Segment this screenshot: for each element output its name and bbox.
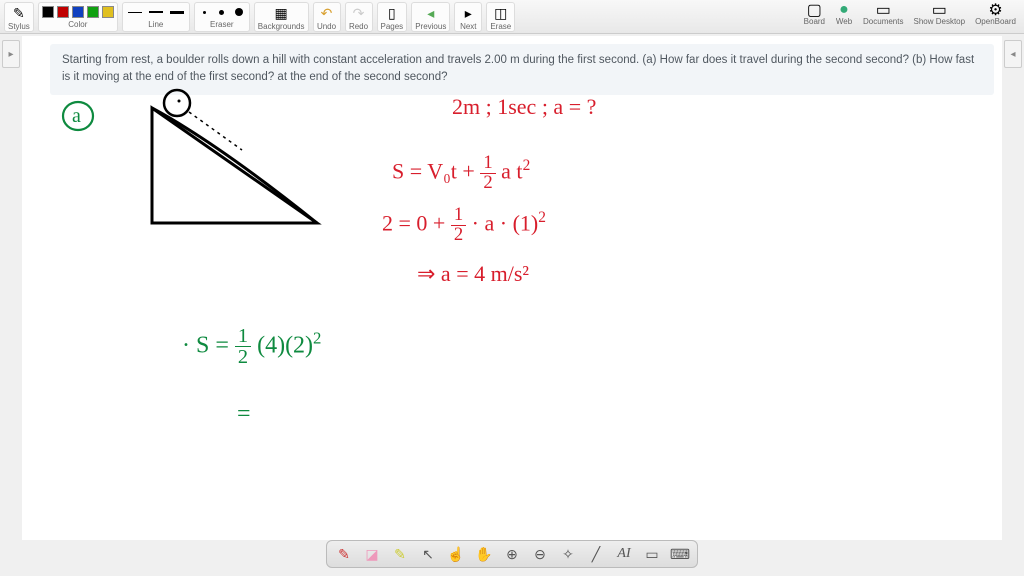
chevron-left-icon: ◂ (1010, 49, 1015, 60)
web-icon: ● (835, 3, 853, 17)
backgrounds-icon: ▦ (271, 4, 291, 22)
undo-tool[interactable]: ↶ Undo (313, 2, 341, 32)
next-tool[interactable]: ▸ Next (454, 2, 482, 32)
redo-label: Redo (349, 22, 368, 32)
pen-tool-icon[interactable]: ✎ (335, 545, 353, 563)
pages-tool[interactable]: ▯ Pages (377, 2, 408, 32)
eq-line-5: = (237, 401, 251, 428)
keyboard-icon[interactable]: ⌨ (671, 545, 689, 563)
backgrounds-tool[interactable]: ▦ Backgrounds (254, 2, 309, 32)
previous-tool[interactable]: ◂ Previous (411, 2, 450, 32)
given-line: 2m ; 1sec ; a = ? (452, 94, 596, 120)
laser-icon[interactable]: ✧ (559, 545, 577, 563)
web-tab[interactable]: ●Web (831, 2, 857, 27)
bottom-toolbar: ✎ ◪ ✎ ↖ ☝ ✋ ⊕ ⊖ ✧ ╱ AI ▭ ⌨ (326, 540, 698, 568)
show-desktop-label: Show Desktop (913, 17, 965, 26)
eraser-med[interactable] (215, 6, 229, 18)
text-tool[interactable]: AI (615, 545, 633, 563)
part-a-marker: a (60, 98, 96, 134)
top-toolbar: ✎ Stylus Color Line Eraser ▦ Backgrounds (0, 0, 1024, 34)
hill-diagram (127, 88, 327, 238)
undo-label: Undo (317, 22, 336, 32)
color-black[interactable] (42, 6, 54, 18)
undo-icon: ↶ (317, 4, 337, 22)
svg-text:a: a (72, 105, 81, 127)
previous-icon: ◂ (421, 4, 441, 22)
openboard-label: OpenBoard (975, 17, 1016, 26)
eraser-small[interactable] (198, 6, 212, 18)
board-tab[interactable]: ▢Board (800, 2, 829, 27)
right-panel-toggle[interactable]: ◂ (1004, 40, 1022, 68)
line-med[interactable] (147, 6, 165, 18)
color-tool[interactable]: Color (38, 2, 118, 32)
eraser-size-tool[interactable]: Eraser (194, 2, 250, 32)
whiteboard-canvas[interactable]: Starting from rest, a boulder rolls down… (22, 36, 1002, 540)
eraser-label: Eraser (210, 20, 234, 30)
eq-line-4: · S = 12 (4)(2)2 (182, 326, 321, 368)
redo-icon: ↷ (349, 4, 369, 22)
eraser-large[interactable] (232, 6, 246, 18)
color-blue[interactable] (72, 6, 84, 18)
zoom-in-icon[interactable]: ⊕ (503, 545, 521, 563)
line-label: Line (148, 20, 163, 30)
previous-label: Previous (415, 22, 446, 32)
documents-label: Documents (863, 17, 903, 26)
color-label: Color (68, 20, 87, 30)
board-icon: ▢ (805, 3, 823, 17)
eq-line-2: 2 = 0 + 12 · a · (1)2 (382, 206, 546, 244)
hand-grab-icon[interactable]: ✋ (475, 545, 493, 563)
erase-tool[interactable]: ◫ Erase (486, 2, 515, 32)
color-yellow[interactable] (102, 6, 114, 18)
stylus-label: Stylus (8, 22, 30, 32)
erase-icon: ◫ (491, 4, 511, 22)
openboard-tab[interactable]: ⚙OpenBoard (971, 2, 1020, 27)
documents-tab[interactable]: ▭Documents (859, 2, 907, 27)
desktop-icon: ▭ (930, 3, 948, 17)
show-desktop-tab[interactable]: ▭Show Desktop (909, 2, 969, 27)
right-tools: ▢Board ●Web ▭Documents ▭Show Desktop ⚙Op… (800, 2, 1020, 27)
pages-icon: ▯ (382, 4, 402, 22)
board-label: Board (804, 17, 825, 26)
color-green[interactable] (87, 6, 99, 18)
highlighter-icon[interactable]: ✎ (391, 545, 409, 563)
line-draw-icon[interactable]: ╱ (587, 545, 605, 563)
color-red[interactable] (57, 6, 69, 18)
color-swatches (42, 4, 114, 20)
pointer-icon[interactable]: ↖ (419, 545, 437, 563)
hand-point-icon[interactable]: ☝ (447, 545, 465, 563)
next-icon: ▸ (458, 4, 478, 22)
eq-line-1: S = V₀t + 12 a t2 (392, 154, 530, 192)
next-label: Next (460, 22, 476, 32)
chevron-right-icon: ▸ (8, 49, 13, 60)
line-thin[interactable] (126, 6, 144, 18)
redo-tool[interactable]: ↷ Redo (345, 2, 373, 32)
line-tool[interactable]: Line (122, 2, 190, 32)
left-panel-toggle[interactable]: ▸ (2, 40, 20, 68)
backgrounds-label: Backgrounds (258, 22, 305, 32)
line-thick[interactable] (168, 6, 186, 18)
stylus-icon: ✎ (9, 4, 29, 22)
eq-line-3: ⇒ a = 4 m/s² (417, 261, 529, 287)
problem-text-box: Starting from rest, a boulder rolls down… (50, 44, 994, 95)
eraser-tool-icon[interactable]: ◪ (363, 545, 381, 563)
documents-icon: ▭ (874, 3, 892, 17)
capture-icon[interactable]: ▭ (643, 545, 661, 563)
pages-label: Pages (381, 22, 404, 32)
zoom-out-icon[interactable]: ⊖ (531, 545, 549, 563)
openboard-icon: ⚙ (987, 3, 1005, 17)
web-label: Web (836, 17, 852, 26)
stylus-tool[interactable]: ✎ Stylus (4, 2, 34, 32)
erase-tool-label: Erase (490, 22, 511, 32)
problem-text: Starting from rest, a boulder rolls down… (62, 54, 974, 83)
